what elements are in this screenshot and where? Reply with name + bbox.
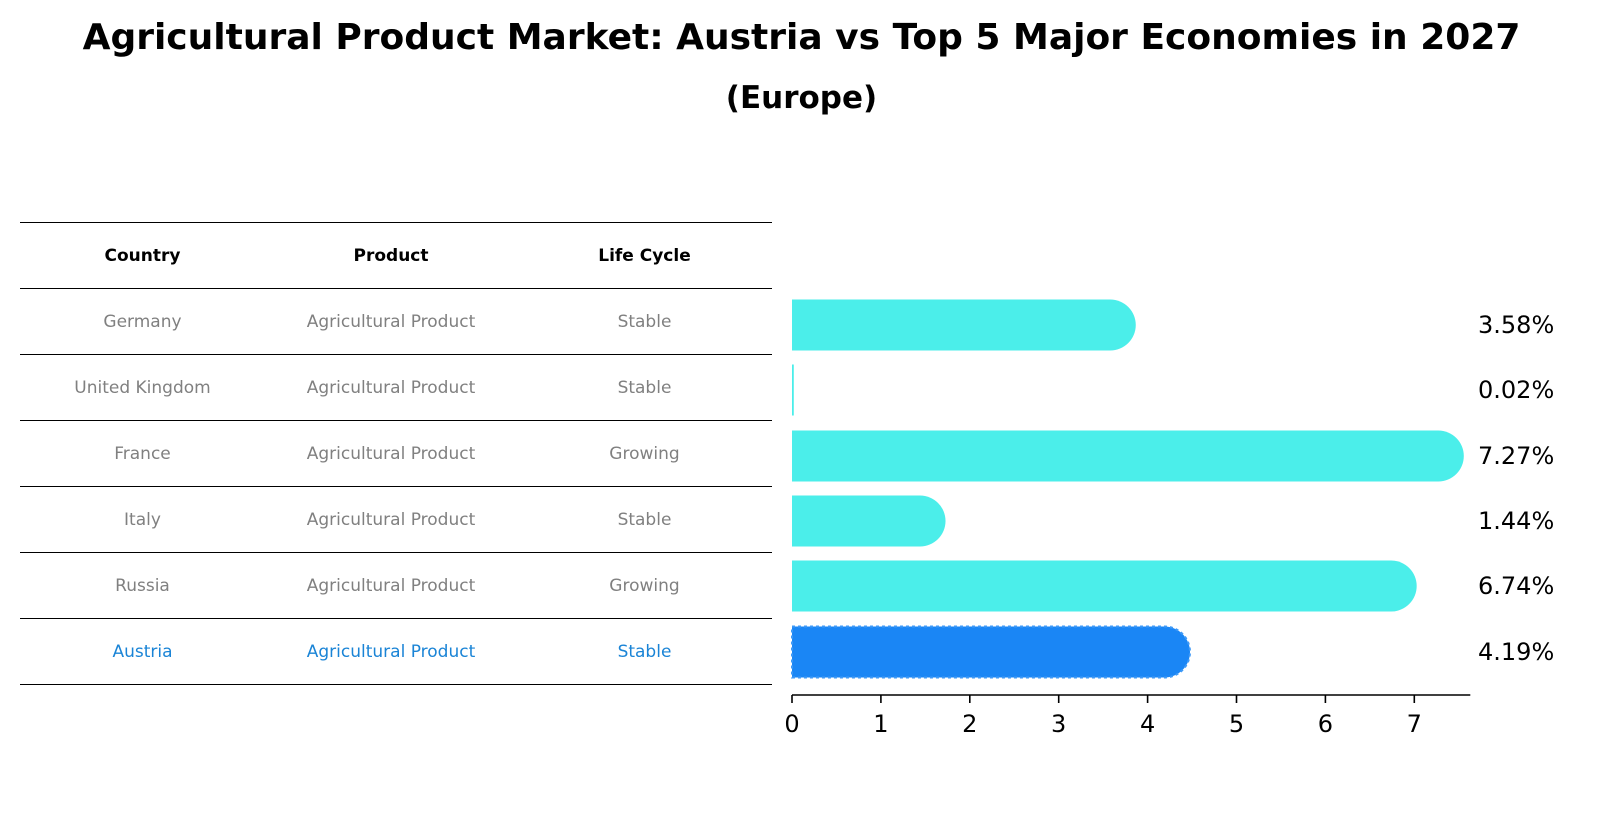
cell-product: Agricultural Product xyxy=(306,641,476,662)
x-tick-label: 7 xyxy=(1407,710,1422,738)
cell-country: Russia xyxy=(115,575,170,596)
table-header-row: Country Product Life Cycle xyxy=(20,222,772,288)
chart-subtitle: (Europe) xyxy=(725,80,878,116)
bar-russia xyxy=(792,560,1417,612)
cell-country: Italy xyxy=(124,509,161,530)
value-label-united-kingdom: 0.02% xyxy=(1478,376,1554,404)
cell-product: Agricultural Product xyxy=(306,509,476,530)
bar-italy xyxy=(792,495,946,547)
table-row: France Agricultural Product Growing xyxy=(20,420,772,486)
x-tick-label: 5 xyxy=(1229,710,1244,738)
x-tick-label: 3 xyxy=(1051,710,1066,738)
header-product: Product xyxy=(353,245,429,266)
value-label-germany: 3.58% xyxy=(1478,311,1554,339)
value-label-france: 7.27% xyxy=(1478,442,1554,470)
x-tick-label: 6 xyxy=(1318,710,1333,738)
cell-country: United Kingdom xyxy=(74,377,211,398)
cell-life-cycle: Stable xyxy=(617,311,672,332)
cell-product: Agricultural Product xyxy=(306,443,476,464)
table-row-highlighted: Austria Agricultural Product Stable xyxy=(20,618,772,685)
country-table: Country Product Life Cycle Germany Agric… xyxy=(20,222,772,685)
table-row: Russia Agricultural Product Growing xyxy=(20,552,772,618)
cell-life-cycle: Stable xyxy=(617,377,672,398)
x-tick-label: 4 xyxy=(1140,710,1155,738)
cell-country: France xyxy=(114,443,171,464)
table-row: United Kingdom Agricultural Product Stab… xyxy=(20,354,772,420)
cell-product: Agricultural Product xyxy=(306,377,476,398)
bar-austria xyxy=(791,625,1191,679)
bar-france xyxy=(792,430,1464,482)
bar-germany xyxy=(792,299,1136,351)
cell-life-cycle: Stable xyxy=(617,509,672,530)
bar-united-kingdom xyxy=(792,364,794,416)
table-row: Germany Agricultural Product Stable xyxy=(20,288,772,354)
cell-life-cycle: Stable xyxy=(617,641,672,662)
value-label-austria: 4.19% xyxy=(1478,638,1554,666)
table-row: Italy Agricultural Product Stable xyxy=(20,486,772,552)
cell-product: Agricultural Product xyxy=(306,575,476,596)
cell-product: Agricultural Product xyxy=(306,311,476,332)
value-label-russia: 6.74% xyxy=(1478,572,1554,600)
x-tick-label: 2 xyxy=(962,710,977,738)
header-country: Country xyxy=(104,245,181,266)
cell-life-cycle: Growing xyxy=(609,575,680,596)
cell-life-cycle: Growing xyxy=(609,443,680,464)
cell-country: Austria xyxy=(112,641,173,662)
x-tick-label: 0 xyxy=(784,710,799,738)
chart-title: Agricultural Product Market: Austria vs … xyxy=(82,17,1521,58)
cell-country: Germany xyxy=(103,311,182,332)
header-life-cycle: Life Cycle xyxy=(598,245,691,266)
x-tick-label: 1 xyxy=(873,710,888,738)
value-label-italy: 1.44% xyxy=(1478,507,1554,535)
